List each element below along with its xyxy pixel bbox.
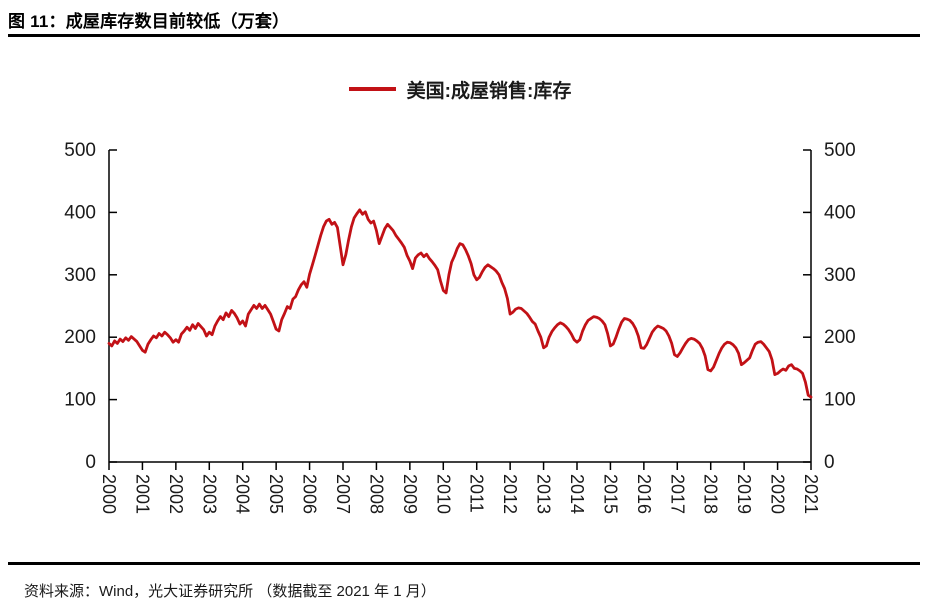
x-tick-label: 2010 (433, 474, 453, 514)
x-tick-label: 2012 (500, 474, 520, 514)
x-tick-label: 2007 (333, 474, 353, 514)
x-tick-label: 2000 (99, 474, 119, 514)
x-tick-label: 2006 (300, 474, 320, 514)
series-line (107, 208, 813, 399)
y-tick-label-left: 0 (85, 452, 96, 473)
y-tick-label-left: 500 (64, 140, 96, 161)
footer-divider (8, 562, 920, 565)
y-tick-label-left: 200 (64, 327, 96, 348)
y-tick-label-left: 300 (64, 265, 96, 286)
x-tick-label: 2002 (166, 474, 186, 514)
y-tick-label-right: 200 (824, 327, 856, 348)
x-tick-label: 2020 (768, 474, 788, 514)
x-tick-label: 2005 (266, 474, 286, 514)
y-tick-label-left: 400 (64, 202, 96, 223)
source-note: 资料来源：Wind，光大证券研究所 （数据截至 2021 年 1 月） (24, 583, 436, 600)
y-tick-label-right: 300 (824, 265, 856, 286)
chart-legend: 美国:成屋销售:库存 (109, 76, 811, 102)
legend-line-swatch (348, 87, 396, 91)
x-tick-label: 2009 (400, 474, 420, 514)
x-tick-label: 2016 (634, 474, 654, 514)
x-tick-label: 2017 (667, 474, 687, 514)
x-tick-label: 2013 (534, 474, 554, 514)
x-tick-label: 2001 (132, 474, 152, 514)
y-tick-label-right: 500 (824, 140, 856, 161)
x-tick-label: 2011 (467, 474, 487, 513)
title-divider (8, 34, 920, 37)
legend-series-label: 美国:成屋销售:库存 (406, 80, 572, 102)
x-tick-label: 2003 (199, 474, 219, 514)
y-tick-label-right: 0 (824, 452, 835, 473)
x-tick-label: 2018 (701, 474, 721, 514)
y-tick-label-right: 100 (824, 390, 856, 411)
x-tick-label: 2008 (366, 474, 386, 514)
x-tick-label: 2004 (233, 474, 253, 514)
x-tick-label: 2015 (600, 474, 620, 514)
x-tick-label: 2014 (567, 474, 587, 514)
line-chart: 0 0 100 100 200 200 300 300 400 400 500 500 2000 2001… (64, 140, 856, 514)
x-tick-label: 2019 (734, 474, 754, 514)
figure-title: 图 11：成屋库存数目前较低（万套） (8, 12, 290, 31)
x-tick-label: 2021 (801, 474, 821, 514)
y-tick-label-right: 400 (824, 202, 856, 223)
y-tick-label-left: 100 (64, 390, 96, 411)
